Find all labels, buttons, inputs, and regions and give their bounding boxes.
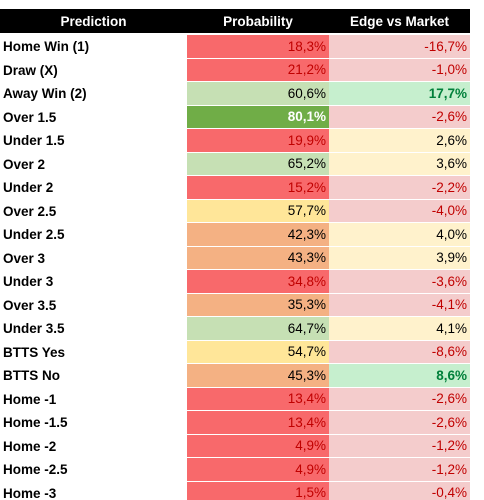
probability-cell: 18,3% (187, 35, 329, 59)
edge-cell: 4,0% (329, 223, 470, 247)
row-label: Home -2.5 (3, 462, 68, 478)
row-label: Home -1.5 (3, 415, 68, 431)
probability-cell: 21,2% (187, 58, 329, 82)
probability-cell: 80,1% (187, 105, 329, 129)
row-label: Over 2 (3, 156, 46, 172)
edge-cell: -16,7% (329, 35, 470, 59)
row-label: Under 3.5 (3, 321, 65, 337)
row-label: Home -1 (3, 391, 57, 407)
probability-cell: 45,3% (187, 364, 329, 388)
probability-cell: 43,3% (187, 246, 329, 270)
edge-cell: -2,6% (329, 411, 470, 435)
row-label: Over 3.5 (3, 297, 57, 313)
edge-cell: -2,2% (329, 176, 470, 200)
probability-cell: 54,7% (187, 340, 329, 364)
row-label: Over 3 (3, 250, 46, 266)
edge-cell: -0,4% (329, 481, 470, 500)
probability-cell: 65,2% (187, 152, 329, 176)
edge-cell: -1,0% (329, 58, 470, 82)
edge-cell: -1,2% (329, 458, 470, 482)
edge-cell: 17,7% (329, 82, 470, 106)
row-label: Over 2.5 (3, 203, 57, 219)
row-label: Away Win (2) (3, 86, 87, 102)
row-label: Home -3 (3, 485, 57, 500)
row-label: Draw (X) (3, 62, 58, 78)
edge-cell: -4,0% (329, 199, 470, 223)
row-label: Under 2 (3, 180, 54, 196)
edge-cell: -4,1% (329, 293, 470, 317)
edge-cell: -2,6% (329, 105, 470, 129)
probability-cell: 15,2% (187, 176, 329, 200)
row-label: Home -2 (3, 438, 57, 454)
row-label: Home Win (1) (3, 39, 90, 55)
row-label: Under 2.5 (3, 227, 65, 243)
probability-cell: 4,9% (187, 458, 329, 482)
probability-cell: 64,7% (187, 317, 329, 341)
header-cell: Prediction (0, 9, 187, 33)
probability-cell: 4,9% (187, 434, 329, 458)
probability-cell: 42,3% (187, 223, 329, 247)
header-cell: Probability (187, 9, 329, 33)
edge-cell: -8,6% (329, 340, 470, 364)
probability-cell: 13,4% (187, 411, 329, 435)
row-label: Over 1.5 (3, 109, 57, 125)
probability-cell: 34,8% (187, 270, 329, 294)
probability-cell: 19,9% (187, 129, 329, 153)
edge-cell: 3,6% (329, 152, 470, 176)
edge-cell: 4,1% (329, 317, 470, 341)
row-label: BTTS Yes (3, 344, 66, 360)
probability-cell: 35,3% (187, 293, 329, 317)
edge-cell: 2,6% (329, 129, 470, 153)
edge-cell: -3,6% (329, 270, 470, 294)
edge-cell: -2,6% (329, 387, 470, 411)
row-label: BTTS No (3, 368, 60, 384)
edge-cell: 3,9% (329, 246, 470, 270)
probability-cell: 60,6% (187, 82, 329, 106)
edge-cell: -1,2% (329, 434, 470, 458)
header-cell: Edge vs Market (329, 9, 470, 33)
edge-cell: 8,6% (329, 364, 470, 388)
probability-cell: 57,7% (187, 199, 329, 223)
row-label: Under 1.5 (3, 133, 65, 149)
probability-cell: 1,5% (187, 481, 329, 500)
probability-cell: 13,4% (187, 387, 329, 411)
row-label: Under 3 (3, 274, 54, 290)
